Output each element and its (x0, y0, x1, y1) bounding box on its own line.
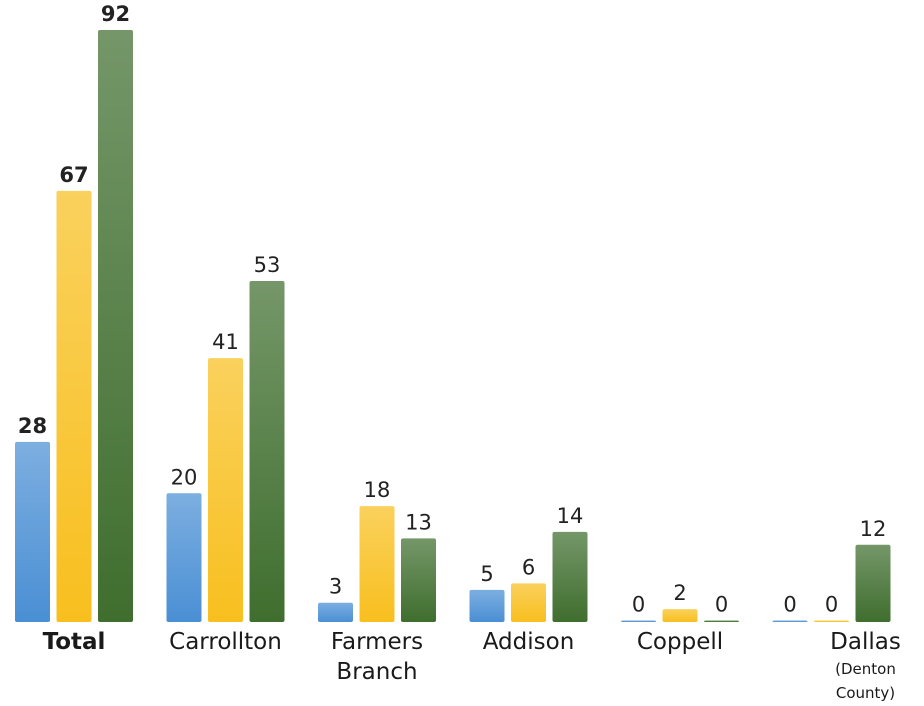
value-label: 2 (673, 581, 686, 605)
category-sublabel: (Denton County) (835, 660, 896, 702)
value-label: 28 (18, 414, 47, 438)
bar (98, 30, 133, 622)
value-label: 3 (329, 575, 342, 599)
category-label: Dallas (Denton County) (791, 627, 924, 705)
bar (855, 544, 891, 622)
bar (166, 493, 202, 622)
bar (56, 190, 92, 622)
category-label: Addison (454, 627, 604, 657)
value-label: 53 (254, 253, 281, 277)
category-label: Carrollton (151, 627, 301, 657)
category-name: Addison (482, 629, 575, 655)
value-label: 14 (557, 504, 584, 528)
value-label: 6 (522, 555, 535, 579)
category-name: Total (42, 629, 106, 655)
category-name: Carrollton (169, 629, 282, 655)
value-label: 92 (101, 2, 130, 26)
category-label: Coppell (605, 627, 755, 657)
bar (249, 280, 285, 622)
value-label: 13 (405, 510, 432, 534)
bar (814, 620, 849, 622)
bar (318, 602, 353, 622)
value-label: 5 (480, 562, 493, 586)
bar (621, 620, 656, 622)
bar (662, 609, 698, 622)
bar (511, 583, 546, 622)
category-name: Farmers Branch (330, 629, 424, 685)
value-label: 0 (825, 593, 838, 617)
bar (469, 589, 505, 622)
category-name: Dallas (830, 629, 901, 655)
bar (15, 441, 50, 622)
bar (772, 620, 808, 622)
value-label: 0 (783, 593, 796, 617)
category-label: Farmers Branch (302, 627, 452, 687)
value-label: 41 (212, 330, 239, 354)
value-label: 67 (59, 163, 88, 187)
bar (359, 506, 395, 622)
value-label: 20 (171, 465, 198, 489)
value-label: 18 (364, 478, 391, 502)
value-label: 12 (860, 517, 887, 541)
bar (704, 620, 739, 622)
bar (401, 538, 436, 622)
value-label: 0 (632, 593, 645, 617)
bar (552, 531, 588, 622)
bar (208, 358, 243, 622)
category-label: Total (0, 627, 149, 657)
category-name: Coppell (636, 629, 724, 655)
value-label: 0 (715, 593, 728, 617)
